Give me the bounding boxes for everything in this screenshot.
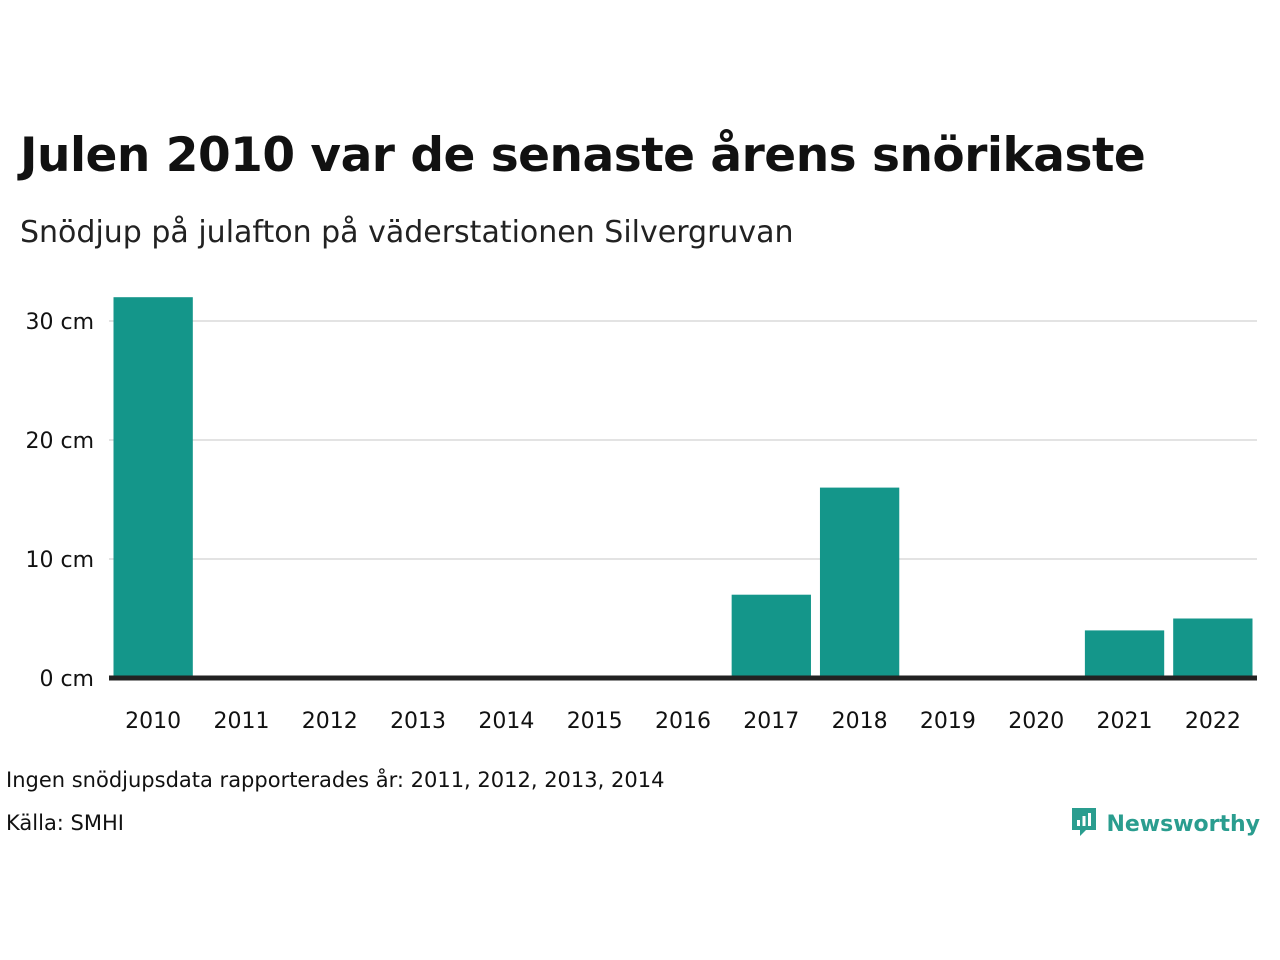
x-tick-label: 2011 xyxy=(213,709,269,734)
x-tick-label: 2018 xyxy=(832,709,888,734)
missing-data-note: Ingen snödjupsdata rapporterades år: 201… xyxy=(6,768,665,792)
x-tick-label: 2016 xyxy=(655,709,711,734)
x-tick-label: 2014 xyxy=(478,709,534,734)
bar xyxy=(819,487,900,678)
chart-subtitle: Snödjup på julafton på väderstationen Si… xyxy=(20,215,794,250)
x-tick-label: 2017 xyxy=(743,709,799,734)
brand-name: Newsworthy xyxy=(1106,811,1260,837)
brand-logo: Newsworthy xyxy=(1070,806,1260,842)
bar xyxy=(113,297,193,678)
newsworthy-logo-icon xyxy=(1070,806,1098,842)
x-tick-label: 2019 xyxy=(920,709,976,734)
x-tick-label: 2013 xyxy=(390,709,446,734)
x-tick-label: 2012 xyxy=(302,709,358,734)
bar xyxy=(1173,618,1253,678)
x-tick-label: 2010 xyxy=(125,709,181,734)
bar xyxy=(731,594,811,678)
y-tick-label: 20 cm xyxy=(25,429,94,454)
y-tick-label: 30 cm xyxy=(25,310,94,335)
y-tick-label: 10 cm xyxy=(25,548,94,573)
x-tick-label: 2015 xyxy=(567,709,623,734)
source-note: Källa: SMHI xyxy=(6,811,124,835)
bar xyxy=(1084,630,1165,678)
bar-chart: 0 cm 10 cm 20 cm 30 cm 2010 2011 2012 2013 2014 2… xyxy=(25,297,1257,734)
chart-title: Julen 2010 var de senaste årens snörikas… xyxy=(20,128,1146,183)
y-tick-label: 0 cm xyxy=(39,667,94,692)
x-tick-label: 2021 xyxy=(1097,709,1153,734)
x-tick-label: 2022 xyxy=(1185,709,1241,734)
x-tick-label: 2020 xyxy=(1008,709,1064,734)
